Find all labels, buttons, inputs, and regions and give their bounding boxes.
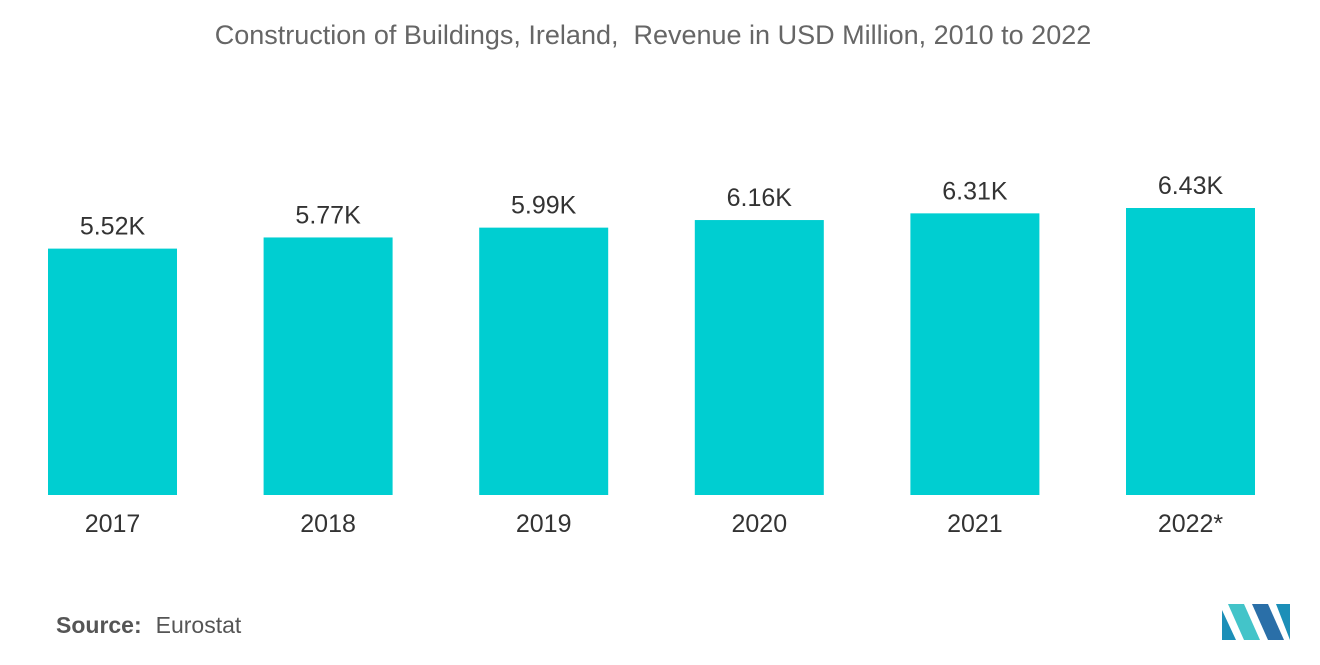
- brand-logo-icon: [1222, 604, 1290, 640]
- bar-2020: [694, 220, 824, 495]
- data-label: 6.43K: [1158, 172, 1224, 200]
- x-tick-label: 2017: [85, 510, 141, 538]
- x-tick-label: 2021: [947, 510, 1003, 538]
- chart-title: Construction of Buildings, Ireland, Reve…: [214, 20, 1092, 50]
- x-tick-label: 2022*: [1158, 510, 1224, 538]
- data-label: 5.52K: [80, 213, 146, 241]
- data-label: 6.16K: [727, 184, 793, 212]
- bar-2018: [263, 237, 393, 495]
- x-tick-label: 2020: [731, 510, 787, 538]
- bar-2019: [479, 227, 609, 495]
- bar-2021: [910, 213, 1040, 495]
- data-label: 5.77K: [295, 201, 361, 229]
- bar-2017: [48, 248, 177, 495]
- bar-2022: [1126, 208, 1255, 495]
- source-label: Source:: [56, 612, 142, 638]
- source-note: Source: Eurostat: [56, 612, 241, 639]
- data-label: 5.99K: [511, 192, 577, 220]
- data-label: 6.31K: [942, 177, 1008, 205]
- x-tick-label: 2018: [300, 510, 356, 538]
- x-tick-label: 2019: [516, 510, 572, 538]
- source-value: Eurostat: [155, 612, 242, 638]
